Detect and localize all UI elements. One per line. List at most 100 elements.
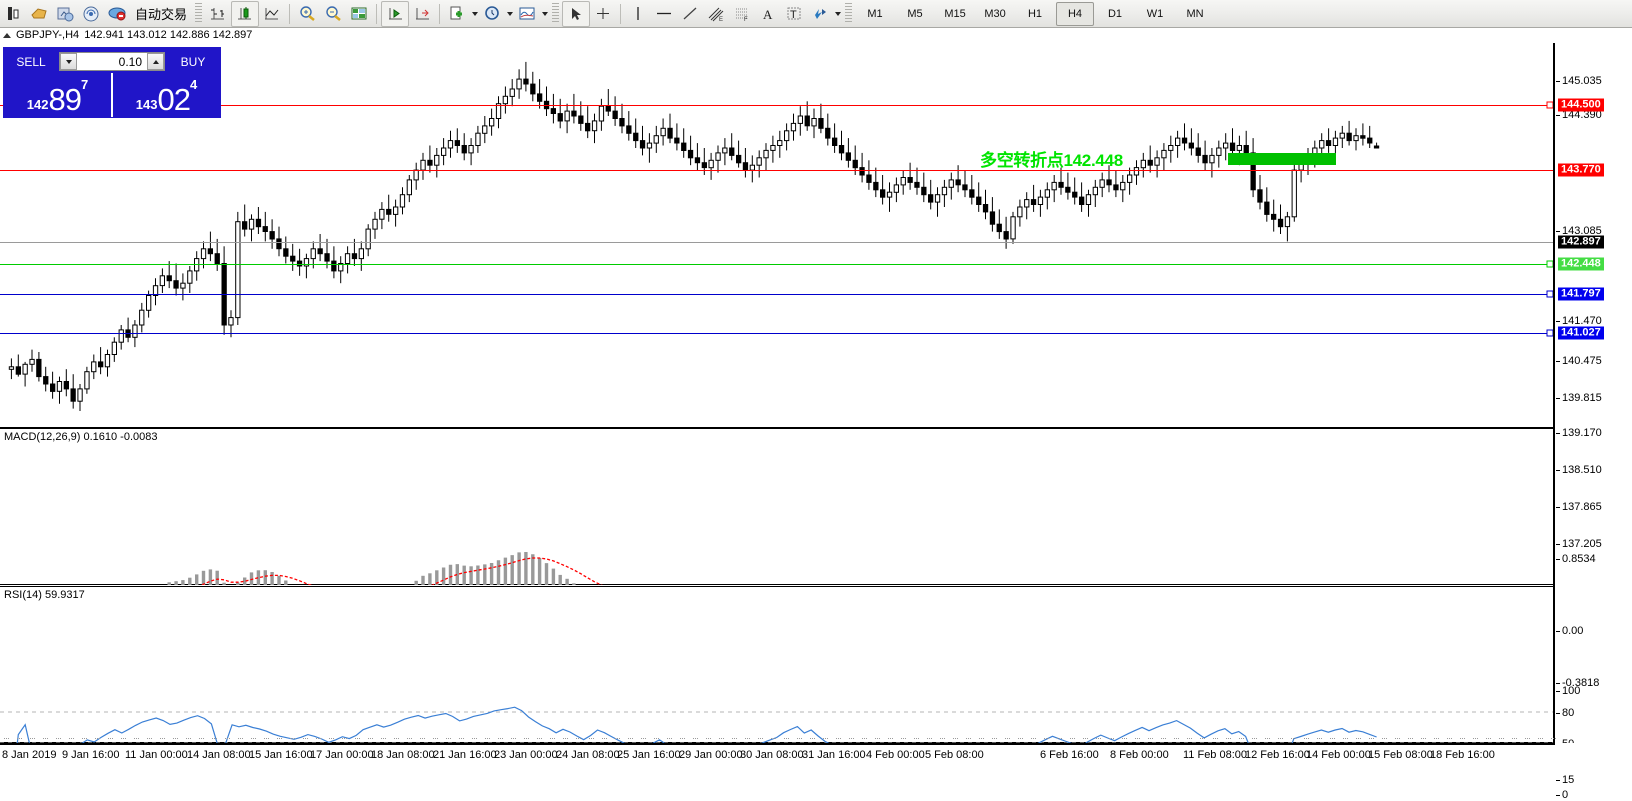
crosshair-icon[interactable] — [590, 2, 616, 26]
price-tick-label: 139.815 — [1562, 392, 1602, 404]
time-axis-line — [0, 743, 1555, 745]
auto-scroll-icon[interactable] — [381, 0, 410, 27]
arrows-dropdown-caret-icon[interactable] — [833, 2, 842, 26]
period-dropdown-caret-icon[interactable] — [505, 2, 514, 26]
zoom-out-icon[interactable] — [320, 2, 346, 26]
period-tick — [1135, 738, 1140, 739]
zoom-in-icon[interactable] — [294, 2, 320, 26]
period-tick — [1551, 738, 1556, 739]
text-label-icon[interactable]: A — [755, 2, 781, 26]
toolbar-sep-4 — [620, 3, 622, 24]
line-chart-icon[interactable] — [259, 2, 285, 26]
timeframe-d1[interactable]: D1 — [1107, 7, 1123, 20]
cursor-icon[interactable] — [562, 0, 591, 27]
signals-icon[interactable] — [78, 2, 104, 26]
trendline-icon[interactable] — [677, 2, 703, 26]
volume-increase-button[interactable] — [147, 53, 164, 70]
period-tick — [524, 738, 529, 739]
period-tick — [381, 738, 386, 739]
period-tick — [238, 738, 243, 739]
price-scale[interactable]: 145.035 144.390 143.085 141.470 140.475 139.8… — [1556, 43, 1632, 801]
price-tick-label: 145.035 — [1562, 75, 1602, 87]
volume-field[interactable]: 0.10 — [59, 52, 165, 71]
period-tick — [1499, 738, 1504, 739]
template-dropdown-caret-icon[interactable] — [470, 2, 479, 26]
timeframe-m1[interactable]: M1 — [867, 7, 883, 20]
sell-price-quote[interactable]: 142 89 7 — [4, 73, 111, 117]
period-tick — [459, 738, 464, 739]
period-tick — [667, 738, 672, 739]
toolbar-grip-2[interactable] — [552, 3, 560, 24]
main-price-pane[interactable] — [0, 43, 1553, 428]
time-label: 15 Feb 08:00 — [1368, 749, 1433, 761]
bar-chart-icon[interactable] — [205, 2, 231, 26]
chart-shift-icon[interactable] — [409, 2, 435, 26]
volume-decrease-button[interactable] — [60, 53, 77, 70]
axis-tick — [1556, 631, 1560, 632]
theme-icon[interactable] — [52, 2, 78, 26]
time-axis[interactable]: 8 Jan 2019 9 Jan 16:00 11 Jan 00:00 14 Jan … — [0, 738, 1632, 773]
indicators-icon[interactable] — [514, 2, 540, 26]
price-tag-pivot-142448[interactable]: 142.448 — [1558, 257, 1604, 271]
timeframe-w1[interactable]: W1 — [1146, 7, 1164, 20]
ohlc-values: 142.941 143.012 142.886 142.897 — [84, 29, 253, 41]
time-label: 5 Feb 08:00 — [925, 749, 984, 761]
trade-panel-quotes: 142 89 7 143 02 4 — [4, 73, 220, 117]
sell-button[interactable]: SELL — [16, 54, 46, 69]
period-separator-icon[interactable] — [479, 2, 505, 26]
tile-windows-icon[interactable] — [346, 2, 372, 26]
time-label: 8 Jan 2019 — [2, 749, 57, 761]
indicators-dropdown-caret-icon[interactable] — [540, 2, 549, 26]
price-tick-label: 141.470 — [1562, 315, 1602, 327]
toolbar-grip-1[interactable] — [195, 3, 203, 24]
timeframe-m15[interactable]: M15 — [944, 7, 966, 20]
period-tick — [758, 738, 763, 739]
horizontal-line-icon[interactable] — [651, 2, 677, 26]
buy-price-fraction: 4 — [189, 77, 198, 92]
macd-pane[interactable]: MACD(12,26,9) 0.1610 -0.0083 — [0, 428, 1553, 666]
period-tick — [875, 738, 880, 739]
period-tick — [823, 738, 828, 739]
equidistant-channel-icon[interactable]: E — [703, 2, 729, 26]
price-tag-support-141027[interactable]: 141.027 — [1558, 326, 1604, 340]
symbol-bar: GBPJPY-,H4 142.941 143.012 142.886 142.8… — [0, 28, 1632, 42]
candlestick-icon[interactable] — [231, 0, 260, 27]
text-box-icon[interactable]: T — [781, 2, 807, 26]
period-tick — [1304, 738, 1309, 739]
volume-value[interactable]: 0.10 — [77, 53, 147, 70]
one-click-trading-panel[interactable]: SELL 0.10 BUY 142 89 7 143 02 4 — [3, 47, 221, 118]
toolbar-grip-3[interactable] — [845, 3, 853, 24]
chart-area[interactable]: MACD(12,26,9) 0.1610 -0.0083 RSI(14) 59.… — [0, 43, 1632, 801]
period-tick — [4, 738, 9, 739]
buy-price-quote[interactable]: 143 02 4 — [111, 73, 220, 117]
market-icon[interactable] — [104, 2, 130, 26]
timeframe-m30[interactable]: M30 — [984, 7, 1006, 20]
fibonacci-icon[interactable]: F — [729, 2, 755, 26]
arrows-icon[interactable] — [807, 2, 833, 26]
autotrade-label[interactable]: 自动交易 — [135, 7, 188, 22]
buy-button[interactable]: BUY — [180, 54, 206, 69]
time-label: 30 Jan 08:00 — [740, 749, 804, 761]
price-tag-support-141797[interactable]: 141.797 — [1558, 287, 1604, 301]
collapse-triangle-icon[interactable] — [3, 32, 11, 38]
timeframe-h4[interactable]: H4 — [1056, 1, 1095, 26]
timeframe-h1[interactable]: H1 — [1027, 7, 1043, 20]
rsi-pane[interactable]: RSI(14) 59.9317 — [0, 586, 1553, 795]
axis-tick — [1556, 795, 1560, 796]
charts-icon[interactable] — [26, 2, 52, 26]
axis-tick — [1556, 544, 1560, 545]
new-template-icon[interactable] — [444, 2, 470, 26]
price-tag-resistance-143770[interactable]: 143.770 — [1558, 163, 1604, 177]
new-order-icon[interactable] — [0, 2, 26, 26]
price-tag-resistance-144500[interactable]: 144.500 — [1558, 98, 1604, 112]
period-tick — [82, 738, 87, 739]
timeframe-m5[interactable]: M5 — [907, 7, 923, 20]
axis-tick — [1556, 470, 1560, 471]
period-tick — [1356, 738, 1361, 739]
timeframe-mn[interactable]: MN — [1186, 7, 1204, 20]
period-tick — [420, 738, 425, 739]
period-tick — [1408, 738, 1413, 739]
price-tag-current-price-142897[interactable]: 142.897 — [1558, 235, 1604, 249]
time-label: 15 Jan 16:00 — [249, 749, 313, 761]
vertical-line-icon[interactable] — [625, 2, 651, 26]
